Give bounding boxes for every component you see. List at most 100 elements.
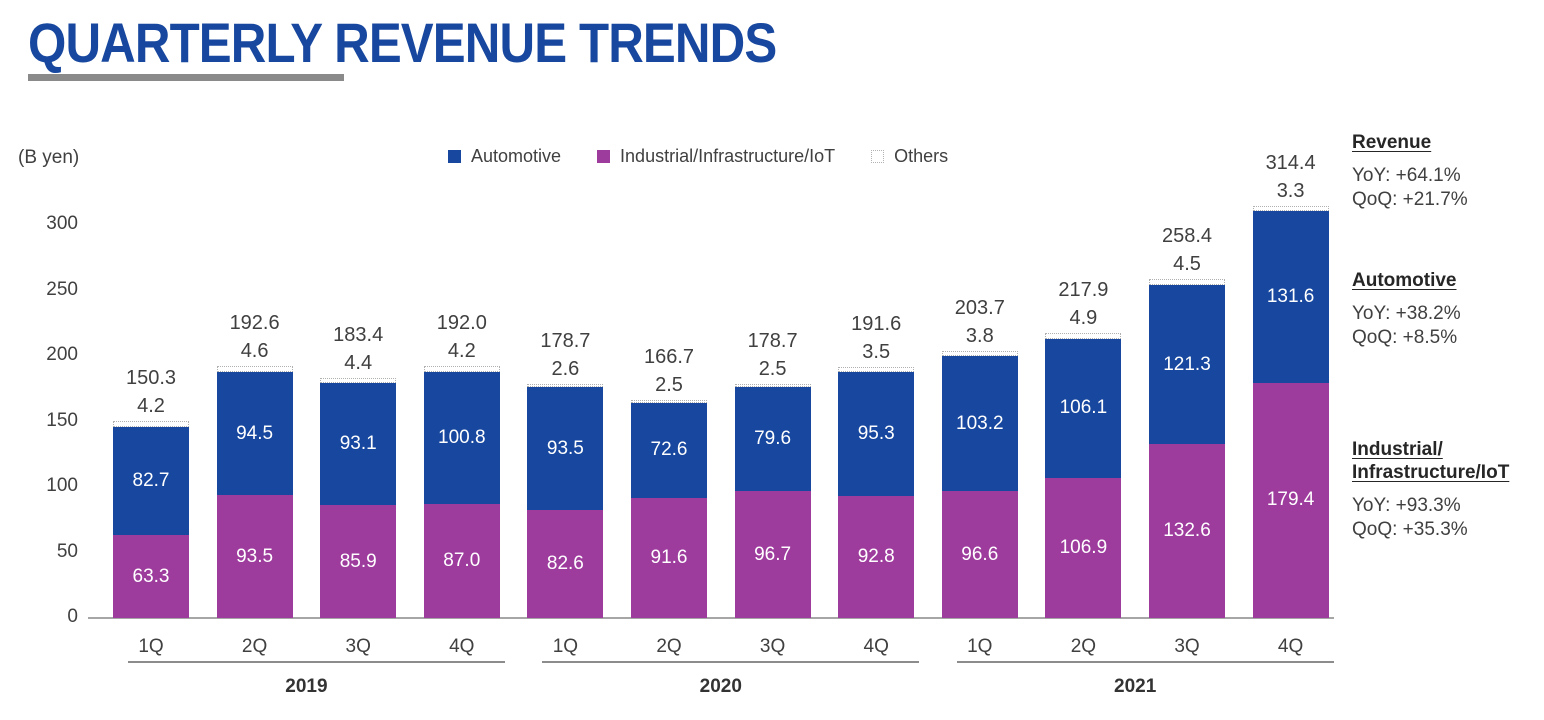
bar-industrial-value-label: 92.8: [857, 546, 895, 568]
bar-segment-industrial: 87.0: [423, 504, 500, 618]
bar-segment-industrial: 63.3: [113, 535, 189, 618]
bar-industrial-value-label: 91.6: [650, 546, 688, 568]
bar-segment-industrial: 179.4: [1252, 382, 1329, 618]
annotation-automotive: Automotive YoY: +38.2% QoQ: +8.5%: [1352, 269, 1538, 350]
bar-segment-industrial: 93.5: [216, 495, 293, 618]
bar-industrial-value-label: 82.6: [546, 552, 584, 574]
bar-others-value-label: 4.5: [1173, 253, 1201, 276]
annotation-industrial-heading: Industrial/ Infrastructure/IoT: [1352, 438, 1538, 484]
bar-segment-automotive: 93.1: [320, 383, 397, 506]
bar-segment-others: [838, 367, 915, 372]
bar-segment-industrial: 106.9: [1045, 477, 1122, 618]
bar-industrial-value-label: 96.6: [961, 543, 999, 565]
bar-total-label: 191.6: [851, 313, 902, 335]
bar-industrial-value-label: 96.7: [754, 543, 792, 565]
annotation-revenue-qoq: QoQ: +21.7%: [1352, 189, 1468, 210]
y-axis-tick-label: 250: [46, 278, 78, 300]
bar-others-value-label: 4.6: [240, 339, 269, 362]
bar-automotive-value-label: 82.7: [132, 469, 170, 491]
legend-item-others: Others: [871, 146, 948, 167]
legend-swatch-others-icon: [871, 150, 885, 163]
x-axis-quarter-label: 3Q: [759, 636, 786, 657]
x-axis-quarter-label: 3Q: [345, 636, 371, 657]
bar-2019-1q: 82.7 63.3: [113, 421, 189, 618]
title-underline: [28, 74, 344, 81]
y-axis-tick-label: 200: [46, 344, 78, 365]
bar-automotive-value-label: 93.5: [546, 437, 584, 459]
bar-automotive-value-label: 121.3: [1163, 353, 1211, 375]
bar-industrial-value-label: 93.5: [236, 545, 274, 567]
bar-segment-automotive: 103.2: [941, 356, 1018, 492]
bar-industrial-value-label: 132.6: [1163, 520, 1211, 542]
x-axis-quarter-label: 1Q: [138, 636, 164, 657]
bar-segment-others: [320, 377, 397, 384]
bar-automotive-value-label: 95.3: [857, 422, 895, 444]
bar-total-label: 203.7: [954, 297, 1005, 320]
legend-swatch-automotive-icon: [448, 150, 461, 163]
y-axis-tick-label: 150: [46, 409, 78, 431]
bar-automotive-value-label: 79.6: [754, 428, 792, 450]
bar-total-label: 192.6: [229, 311, 280, 334]
bar-2020-4q: 95.3 92.8: [838, 367, 915, 618]
bar-total-label: 314.4: [1265, 152, 1316, 175]
bar-segment-automotive: 94.5: [216, 371, 293, 496]
bar-segment-automotive: 93.5: [527, 387, 604, 510]
year-label: 2021: [1114, 676, 1157, 697]
annotation-automotive-yoy: YoY: +38.2%: [1352, 303, 1461, 324]
bar-total-label: 217.9: [1058, 278, 1109, 301]
bar-industrial-value-label: 179.4: [1266, 489, 1315, 511]
bar-automotive-value-label: 103.2: [956, 412, 1004, 434]
bar-automotive-value-label: 106.1: [1059, 397, 1108, 419]
bar-segment-industrial: 132.6: [1149, 444, 1225, 618]
year-group-line: [956, 661, 1334, 663]
bar-segment-others: [423, 366, 500, 372]
bar-segment-automotive: 100.8: [423, 371, 500, 505]
bar-segment-industrial: 82.6: [527, 509, 604, 618]
bar-segment-automotive: 106.1: [1045, 338, 1122, 478]
bar-2021-3q: 121.3 132.6: [1149, 279, 1225, 618]
legend-item-industrial: Industrial/Infrastructure/IoT: [597, 146, 835, 167]
annotation-revenue-yoy: YoY: +64.1%: [1352, 165, 1461, 186]
annotation-automotive-heading-text: Automotive: [1352, 270, 1457, 291]
legend-item-automotive: Automotive: [448, 146, 561, 167]
x-axis-quarter-label: 2Q: [656, 636, 682, 657]
annotation-automotive-qoq: QoQ: +8.5%: [1352, 327, 1458, 348]
x-axis-quarter-label: 2Q: [1070, 636, 1097, 657]
bar-segment-industrial: 92.8: [838, 496, 915, 618]
bar-2019-3q: 93.1 85.9: [320, 377, 397, 618]
year-group-line: [128, 661, 505, 663]
annotation-industrial-yoy: YoY: +93.3%: [1352, 495, 1461, 516]
y-axis-tick-label: 0: [67, 606, 78, 627]
bar-total-label: 192.0: [436, 312, 487, 335]
bar-others-value-label: 2.5: [655, 373, 683, 396]
x-axis-quarter-label: 2Q: [241, 636, 268, 657]
x-axis-line: [88, 617, 1334, 619]
bar-2021-1q: 103.2 96.6: [941, 351, 1018, 618]
bar-industrial-value-label: 106.9: [1059, 536, 1108, 558]
bar-2020-1q: 93.5 82.6: [527, 383, 604, 618]
bar-2021-4q: 131.6 179.4: [1252, 206, 1329, 618]
bar-automotive-value-label: 131.6: [1266, 285, 1315, 307]
bar-segment-others: [734, 383, 811, 388]
x-axis-quarter-label: 4Q: [449, 636, 475, 657]
bar-segment-others: [216, 365, 293, 372]
bar-segment-industrial: 96.7: [734, 491, 811, 618]
bar-automotive-value-label: 93.1: [339, 433, 377, 455]
x-axis-quarter-label: 4Q: [1277, 636, 1304, 657]
y-axis-tick-label: 100: [46, 475, 78, 496]
bar-others-value-label: 4.4: [344, 351, 373, 374]
bar-industrial-value-label: 63.3: [132, 565, 170, 587]
bar-automotive-value-label: 72.6: [650, 439, 688, 461]
legend: Automotive Industrial/Infrastructure/IoT…: [448, 146, 948, 167]
bar-segment-others: [1149, 279, 1225, 286]
bar-others-value-label: 3.8: [965, 325, 994, 348]
annotation-revenue-heading: Revenue: [1352, 131, 1538, 154]
bar-automotive-value-label: 100.8: [438, 426, 486, 448]
bar-segment-others: [941, 351, 1018, 357]
bar-2019-4q: 100.8 87.0: [423, 366, 500, 618]
y-axis-tick-label: 50: [56, 540, 78, 562]
bar-segment-others: [631, 399, 707, 403]
annotation-revenue-heading-text: Revenue: [1352, 132, 1432, 153]
annotation-automotive-heading: Automotive: [1352, 269, 1538, 292]
